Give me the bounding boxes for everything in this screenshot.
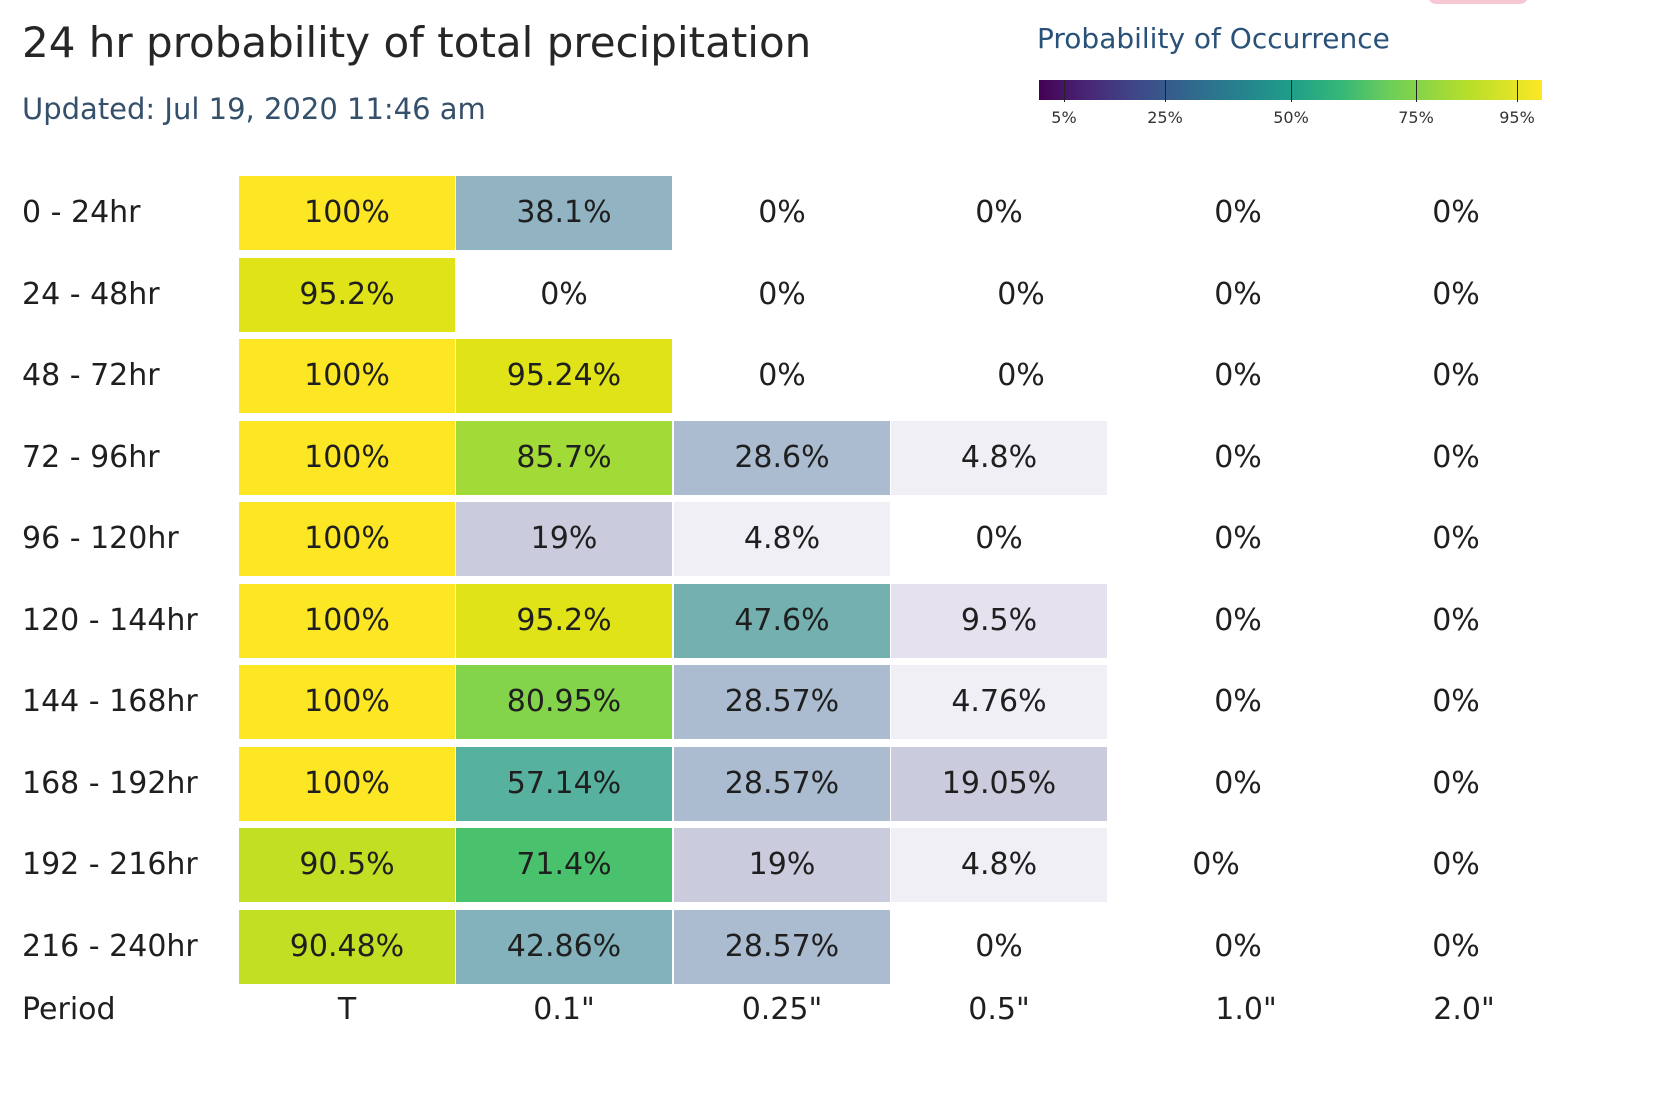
heatmap-cell-empty: 0% bbox=[997, 358, 1045, 393]
heatmap-cell: 42.86% bbox=[456, 909, 672, 984]
heatmap-cell-empty: 0% bbox=[997, 276, 1045, 312]
heatmap-cell-empty: 0% bbox=[1192, 847, 1240, 882]
heatmap-cell: 38.1% bbox=[456, 176, 672, 250]
row-label: 144 - 168hr bbox=[22, 684, 198, 719]
heatmap-cell: 100% bbox=[239, 502, 455, 576]
column-label: 0.1" bbox=[533, 992, 595, 1027]
column-label: 0.25" bbox=[741, 992, 823, 1027]
heatmap-cell-empty: 0% bbox=[758, 358, 806, 393]
column-label: T bbox=[337, 992, 357, 1027]
column-label: 1.0" bbox=[1215, 992, 1277, 1027]
heatmap-cell: 100% bbox=[239, 420, 455, 495]
heatmap-cell-empty: 0% bbox=[1432, 765, 1480, 801]
row-label: 216 - 240hr bbox=[22, 928, 198, 964]
heatmap-cell: 57.14% bbox=[456, 746, 672, 821]
heatmap-cell-empty: 0% bbox=[1214, 521, 1262, 556]
legend-title: Probability of Occurrence bbox=[1037, 22, 1390, 55]
heatmap-cell: 4.8% bbox=[891, 828, 1107, 902]
heatmap-cell: 95.2% bbox=[239, 257, 455, 332]
heatmap-cell: 4.76% bbox=[891, 665, 1107, 739]
heatmap-cell: 85.7% bbox=[456, 420, 672, 495]
row-label: 24 - 48hr bbox=[22, 276, 160, 312]
colorbar-tick bbox=[1064, 80, 1065, 102]
heatmap-cell: 28.57% bbox=[674, 909, 890, 984]
heatmap-cell-empty: 0% bbox=[1214, 765, 1262, 801]
row-label: 72 - 96hr bbox=[22, 439, 160, 475]
heatmap-cell: 100% bbox=[239, 665, 455, 739]
heatmap-cell-empty: 0% bbox=[1214, 358, 1262, 393]
heatmap-cell: 28.57% bbox=[674, 665, 890, 739]
heatmap-cell: 90.48% bbox=[239, 909, 455, 984]
row-label: 192 - 216hr bbox=[22, 847, 198, 882]
heatmap-cell-empty: 0% bbox=[1432, 521, 1480, 556]
heatmap-cell-empty: 0% bbox=[1214, 602, 1262, 638]
heatmap-cell: 19% bbox=[456, 502, 672, 576]
heatmap-cell: 100% bbox=[239, 176, 455, 250]
updated-timestamp: Updated: Jul 19, 2020 11:46 am bbox=[22, 92, 486, 126]
heatmap-cell-empty: 0% bbox=[1432, 276, 1480, 312]
heatmap-cell: 71.4% bbox=[456, 828, 672, 902]
heatmap-cell-empty: 0% bbox=[1432, 602, 1480, 638]
row-label: 48 - 72hr bbox=[22, 358, 160, 393]
heatmap-cell: 28.6% bbox=[674, 420, 890, 495]
row-label: 168 - 192hr bbox=[22, 765, 198, 801]
colorbar-tick-label: 5% bbox=[1051, 108, 1077, 127]
heatmap-cell-empty: 0% bbox=[1214, 684, 1262, 719]
heatmap-cell: 4.8% bbox=[674, 502, 890, 576]
colorbar-tick-label: 50% bbox=[1273, 108, 1309, 127]
heatmap-cell: 95.24% bbox=[456, 339, 672, 413]
heatmap-cell-empty: 0% bbox=[1214, 928, 1262, 964]
heatmap-cell-empty: 0% bbox=[975, 928, 1023, 964]
colorbar-tick-label: 95% bbox=[1499, 108, 1535, 127]
heatmap-cell-empty: 0% bbox=[1214, 439, 1262, 475]
heatmap-cell: 47.6% bbox=[674, 583, 890, 658]
colorbar-tick bbox=[1416, 80, 1417, 102]
heatmap-cell-empty: 0% bbox=[1432, 928, 1480, 964]
heatmap-cell: 100% bbox=[239, 583, 455, 658]
column-label: 2.0" bbox=[1433, 992, 1495, 1027]
heatmap-cell-empty: 0% bbox=[1432, 439, 1480, 475]
heatmap-cell: 95.2% bbox=[456, 583, 672, 658]
heatmap-cell: 100% bbox=[239, 746, 455, 821]
row-label: 0 - 24hr bbox=[22, 195, 141, 230]
heatmap-cell-empty: 0% bbox=[540, 276, 588, 312]
heatmap-cell-empty: 0% bbox=[975, 521, 1023, 556]
heatmap-cell-empty: 0% bbox=[758, 195, 806, 230]
colorbar-tick bbox=[1165, 80, 1166, 102]
page-title: 24 hr probability of total precipitation bbox=[22, 18, 812, 67]
heatmap-cell: 100% bbox=[239, 339, 455, 413]
heatmap-cell: 19% bbox=[674, 828, 890, 902]
colorbar-tick-label: 25% bbox=[1147, 108, 1183, 127]
heatmap-cell: 19.05% bbox=[891, 746, 1107, 821]
colorbar-tick bbox=[1291, 80, 1292, 102]
x-axis-label: Period bbox=[22, 992, 116, 1027]
heatmap-cell-empty: 0% bbox=[1432, 684, 1480, 719]
heatmap-cell-empty: 0% bbox=[1432, 195, 1480, 230]
heatmap-cell-empty: 0% bbox=[975, 195, 1023, 230]
heatmap-cell: 90.5% bbox=[239, 828, 455, 902]
row-label: 96 - 120hr bbox=[22, 521, 179, 556]
heatmap-cell: 9.5% bbox=[891, 583, 1107, 658]
colorbar-tick-label: 75% bbox=[1398, 108, 1434, 127]
heatmap-cell-empty: 0% bbox=[1214, 276, 1262, 312]
heatmap-cell: 80.95% bbox=[456, 665, 672, 739]
heatmap-cell-empty: 0% bbox=[758, 276, 806, 312]
heatmap-cell-empty: 0% bbox=[1432, 847, 1480, 882]
colorbar-tick bbox=[1517, 80, 1518, 102]
heatmap-cell: 4.8% bbox=[891, 420, 1107, 495]
top-tab-decoration bbox=[1428, 0, 1528, 4]
column-label: 0.5" bbox=[968, 992, 1030, 1027]
heatmap-cell-empty: 0% bbox=[1214, 195, 1262, 230]
heatmap-cell-empty: 0% bbox=[1432, 358, 1480, 393]
row-label: 120 - 144hr bbox=[22, 602, 198, 638]
heatmap-cell: 28.57% bbox=[674, 746, 890, 821]
